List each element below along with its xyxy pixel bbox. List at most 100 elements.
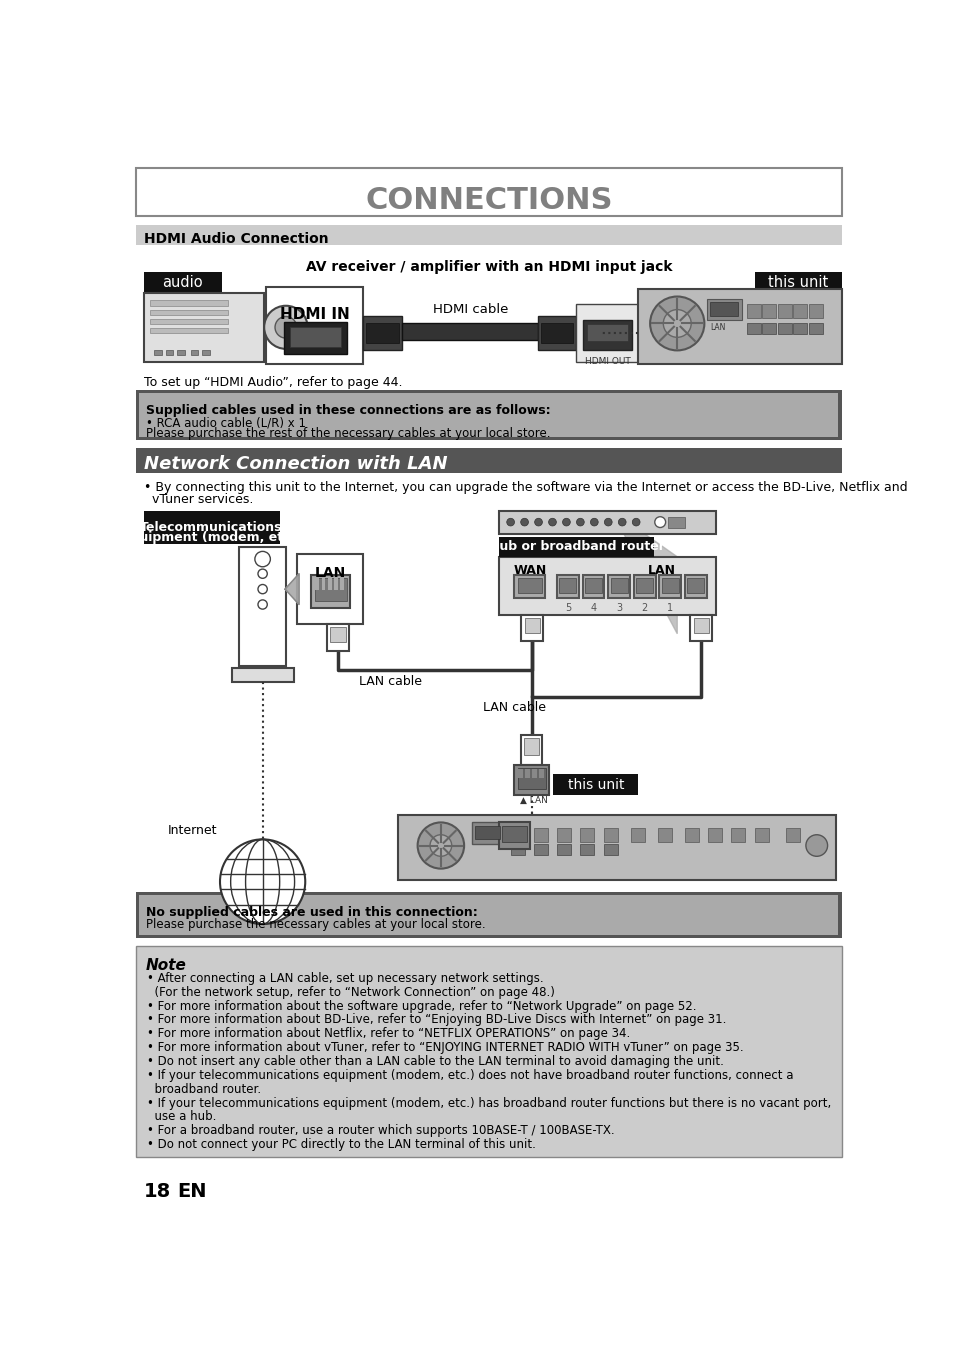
Text: Internet: Internet — [167, 824, 216, 837]
Text: Please purchase the necessary cables at your local store.: Please purchase the necessary cables at … — [146, 918, 485, 931]
Text: CONNECTIONS: CONNECTIONS — [365, 186, 612, 214]
FancyBboxPatch shape — [658, 828, 671, 841]
FancyBboxPatch shape — [521, 615, 542, 642]
Text: AV receiver / amplifier with an HDMI input jack: AV receiver / amplifier with an HDMI inp… — [305, 260, 672, 275]
FancyBboxPatch shape — [808, 324, 822, 334]
FancyBboxPatch shape — [498, 537, 654, 557]
FancyBboxPatch shape — [144, 293, 264, 363]
FancyBboxPatch shape — [510, 844, 524, 855]
Text: Supplied cables used in these connections are as follows:: Supplied cables used in these connection… — [146, 404, 550, 418]
FancyBboxPatch shape — [290, 326, 340, 346]
Circle shape — [618, 518, 625, 526]
FancyBboxPatch shape — [709, 302, 738, 315]
FancyBboxPatch shape — [693, 617, 708, 634]
Circle shape — [654, 516, 665, 527]
FancyBboxPatch shape — [366, 324, 398, 344]
Circle shape — [662, 310, 691, 337]
FancyBboxPatch shape — [523, 739, 538, 755]
FancyBboxPatch shape — [498, 557, 716, 615]
FancyBboxPatch shape — [557, 844, 571, 855]
FancyBboxPatch shape — [150, 310, 228, 315]
Circle shape — [534, 518, 542, 526]
Text: 2: 2 — [641, 603, 647, 613]
FancyBboxPatch shape — [754, 828, 768, 841]
FancyBboxPatch shape — [684, 576, 706, 599]
Text: • If your telecommunications equipment (modem, etc.) does not have broadband rou: • If your telecommunications equipment (… — [147, 1069, 793, 1082]
Text: 1: 1 — [666, 603, 673, 613]
FancyBboxPatch shape — [321, 578, 325, 590]
Circle shape — [520, 518, 528, 526]
FancyBboxPatch shape — [582, 576, 604, 599]
Circle shape — [562, 518, 570, 526]
FancyBboxPatch shape — [667, 516, 684, 527]
FancyBboxPatch shape — [139, 392, 838, 437]
Text: Network Connection with LAN: Network Connection with LAN — [144, 456, 447, 473]
Text: 3: 3 — [616, 603, 621, 613]
Polygon shape — [285, 574, 298, 604]
Circle shape — [576, 518, 583, 526]
Circle shape — [274, 317, 296, 338]
Circle shape — [506, 518, 514, 526]
FancyBboxPatch shape — [603, 844, 617, 855]
FancyBboxPatch shape — [579, 844, 594, 855]
Text: HDMI IN: HDMI IN — [280, 306, 350, 322]
Text: HDMI Audio Connection: HDMI Audio Connection — [144, 232, 329, 245]
Text: To set up “HDMI Audio”, refer to page 44.: To set up “HDMI Audio”, refer to page 44… — [144, 376, 402, 388]
FancyBboxPatch shape — [778, 324, 791, 334]
FancyBboxPatch shape — [576, 305, 638, 363]
FancyBboxPatch shape — [534, 828, 547, 841]
Text: use a hub.: use a hub. — [147, 1111, 216, 1123]
Text: HDMI OUT: HDMI OUT — [584, 357, 630, 365]
FancyBboxPatch shape — [340, 578, 344, 590]
FancyBboxPatch shape — [761, 324, 776, 334]
FancyBboxPatch shape — [266, 287, 363, 364]
Circle shape — [257, 585, 267, 593]
FancyBboxPatch shape — [136, 390, 841, 439]
FancyBboxPatch shape — [793, 324, 806, 334]
FancyBboxPatch shape — [558, 577, 576, 593]
Circle shape — [590, 518, 598, 526]
FancyBboxPatch shape — [587, 325, 627, 341]
FancyBboxPatch shape — [579, 828, 594, 841]
FancyBboxPatch shape — [514, 764, 549, 795]
FancyBboxPatch shape — [534, 844, 547, 855]
FancyBboxPatch shape — [475, 825, 499, 840]
Text: LAN: LAN — [314, 566, 345, 580]
FancyBboxPatch shape — [166, 350, 173, 355]
FancyBboxPatch shape — [706, 299, 740, 321]
Text: • RCA audio cable (L/R) x 1: • RCA audio cable (L/R) x 1 — [146, 417, 305, 430]
FancyBboxPatch shape — [524, 617, 539, 634]
FancyBboxPatch shape — [785, 828, 799, 841]
FancyBboxPatch shape — [232, 667, 294, 682]
FancyBboxPatch shape — [746, 305, 760, 318]
Polygon shape — [611, 511, 677, 634]
FancyBboxPatch shape — [150, 301, 228, 306]
Text: 18: 18 — [144, 1182, 172, 1201]
Circle shape — [417, 822, 464, 868]
Text: WAN: WAN — [513, 563, 546, 577]
FancyBboxPatch shape — [501, 825, 526, 842]
Text: vTuner services.: vTuner services. — [144, 493, 253, 506]
FancyBboxPatch shape — [139, 895, 838, 936]
FancyBboxPatch shape — [334, 578, 337, 590]
FancyBboxPatch shape — [150, 319, 228, 325]
Circle shape — [604, 518, 612, 526]
FancyBboxPatch shape — [136, 945, 841, 1158]
Text: equipment (modem, etc.): equipment (modem, etc.) — [122, 531, 301, 545]
FancyBboxPatch shape — [684, 828, 699, 841]
Text: EN: EN — [177, 1182, 207, 1201]
FancyBboxPatch shape — [746, 324, 760, 334]
FancyBboxPatch shape — [540, 324, 573, 344]
FancyBboxPatch shape — [283, 322, 347, 355]
FancyBboxPatch shape — [532, 768, 537, 778]
Text: • For more information about vTuner, refer to “ENJOYING INTERNET RADIO WITH vTun: • For more information about vTuner, ref… — [147, 1041, 743, 1054]
FancyBboxPatch shape — [778, 305, 791, 318]
Text: broadband router.: broadband router. — [147, 1082, 261, 1096]
FancyBboxPatch shape — [314, 577, 347, 601]
FancyBboxPatch shape — [633, 576, 655, 599]
Text: • For more information about Netflix, refer to “NETFLIX OPERATIONS” on page 34.: • For more information about Netflix, re… — [147, 1027, 630, 1041]
FancyBboxPatch shape — [239, 547, 286, 666]
FancyBboxPatch shape — [136, 225, 841, 245]
FancyBboxPatch shape — [202, 350, 210, 355]
FancyBboxPatch shape — [707, 828, 721, 841]
